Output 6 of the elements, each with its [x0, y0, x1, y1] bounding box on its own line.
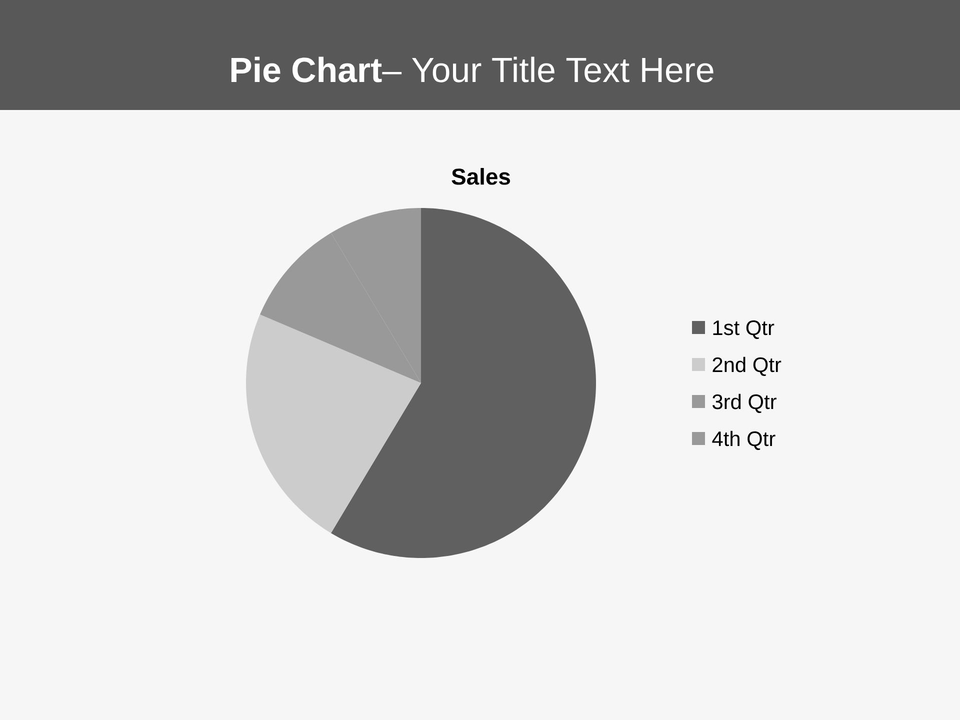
chart-title: Pie Chart– Your Title Text Here	[231, 56, 714, 82]
chart-subtitle: Sales	[452, 168, 510, 185]
legend-label: 3rd Qtr	[712, 394, 776, 413]
legend-label: 2nd Qtr	[712, 356, 782, 376]
legend-label: 1st Qtr	[713, 320, 774, 339]
legend-label: 4th Qtr	[712, 430, 776, 450]
